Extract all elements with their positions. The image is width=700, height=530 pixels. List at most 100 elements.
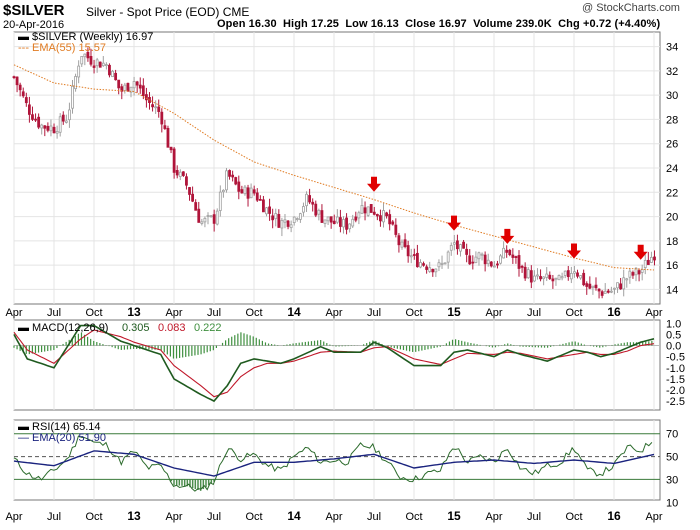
candle-body [262,199,265,213]
xtick-0-14: Oct [565,307,582,319]
candle-body [234,177,238,185]
candle-body [135,81,139,86]
candle-body [462,241,465,249]
price-ytick-32: 32 [666,66,678,78]
rsi-legend-1: — EMA(20) 51.90 [18,432,106,444]
candle-body [369,204,373,213]
candle-body [412,254,416,256]
candle-body [271,215,275,221]
candle-body [502,247,506,259]
rsi-extreme-fill [170,479,215,491]
candle-body [249,187,253,199]
price-arrow-marker-2 [500,228,515,244]
candle-body [209,215,213,218]
candle-body [237,181,241,192]
macd-legend-2: 0.083 [158,322,186,334]
price-ytick-16: 16 [666,260,678,272]
price-ytick-18: 18 [666,236,678,248]
candle-body [579,275,582,279]
candle-body [594,284,598,289]
candle-body [342,219,345,228]
xtick-0-10: Oct [405,307,422,319]
candle-body [55,131,59,134]
candle-body [292,216,296,223]
price-legend-1: --- EMA(55) 15.57 [18,42,106,54]
candle-body [225,170,228,191]
candle-body [388,214,392,225]
candle-body [295,218,299,220]
candle-body [345,217,348,230]
candle-body [480,253,484,256]
candle-body [348,223,352,230]
symbol-title: $SILVER [3,2,65,19]
price-arrow-marker-3 [567,243,581,259]
candle-body [141,85,145,96]
candle-body [95,59,99,67]
xtick-0-4: Apr [165,307,182,319]
candle-body [329,216,333,223]
candle-body [628,270,632,278]
xtick-1-7: 14 [287,509,301,523]
candle-body [31,114,34,120]
candle-body [197,208,201,223]
candle-body [372,211,376,215]
ohlc-summary: Open 16.30 High 17.25 Low 16.13 Close 16… [217,18,661,30]
xtick-0-12: Apr [485,307,502,319]
candle-body [40,124,44,129]
candle-body [89,56,93,65]
candle-body [314,203,318,216]
candle-body [560,276,564,279]
xtick-1-2: Oct [85,511,102,523]
candle-body [43,125,47,129]
price-ytick-30: 30 [666,90,678,102]
xtick-0-5: Jul [207,307,221,319]
candle-body [548,274,552,279]
xtick-1-14: Oct [565,511,582,523]
candle-body [609,290,613,293]
candle-body [415,252,419,268]
candle-body [508,249,512,256]
candle-body [452,242,456,245]
candle-body [520,265,524,268]
candle-body [86,51,90,59]
candle-body [320,210,324,223]
candle-body [286,220,290,227]
xtick-0-7: 14 [287,305,301,319]
macd-ytick-0: 1.0 [666,318,681,330]
xtick-1-1: Jul [47,511,61,523]
candle-body [335,216,339,223]
xtick-1-8: Apr [325,511,342,523]
chart-date: 20-Apr-2016 [3,19,65,31]
candle-body [366,206,370,216]
candle-body [551,278,555,282]
price-candles [12,47,656,299]
macd-ytick-2: 0.0 [666,341,681,353]
candle-body [542,276,546,280]
candle-body [101,62,105,67]
candle-body [465,248,469,255]
candle-body [375,214,379,217]
candle-body [468,255,472,265]
candle-body [360,205,364,214]
xtick-0-9: Jul [367,307,381,319]
candle-body [332,220,336,225]
candle-body [539,276,542,280]
candle-body [419,262,422,268]
candle-body [613,287,616,290]
candle-body [243,186,247,195]
macd-legend-3: 0.222 [194,322,222,334]
candle-body [533,275,536,282]
candle-body [600,291,604,296]
xtick-0-13: Jul [527,307,541,319]
candle-body [154,106,158,109]
candle-body [188,187,191,195]
candle-body [231,174,235,178]
candle-body [382,210,385,223]
candle-body [385,212,388,217]
candle-body [169,146,173,151]
xtick-0-6: Oct [245,307,262,319]
candle-body [403,239,407,247]
candle-body [302,206,305,213]
candle-body [298,213,302,220]
candle-body [283,219,287,223]
